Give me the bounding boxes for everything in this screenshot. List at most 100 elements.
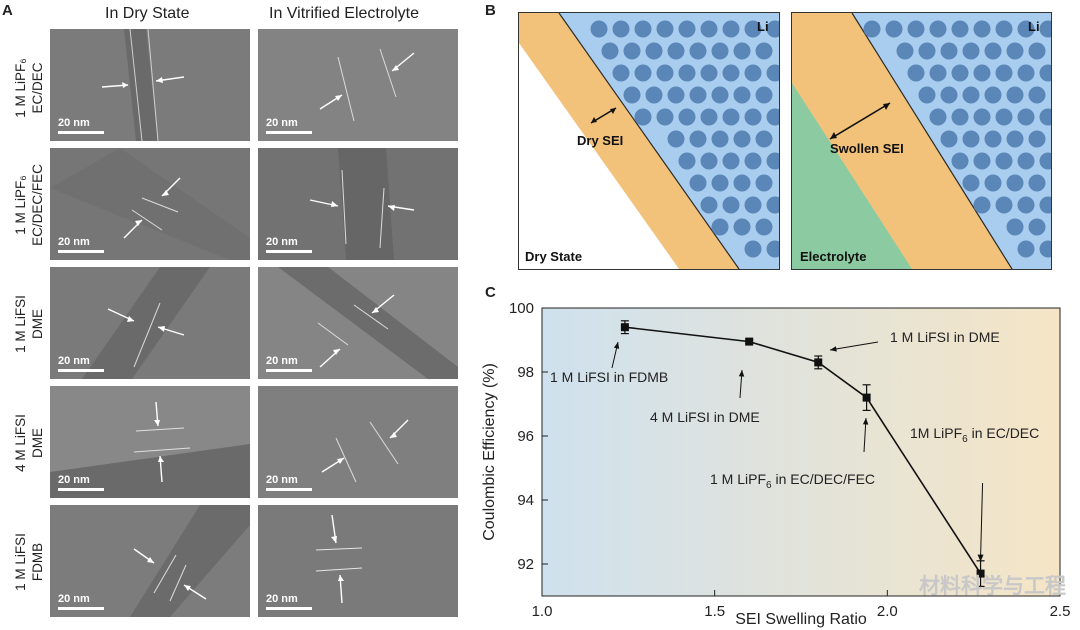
lithium-atom-dot bbox=[766, 20, 779, 38]
tem-image-4-vitrified: 20 nm bbox=[258, 386, 458, 498]
annotation-arrowhead bbox=[977, 554, 984, 562]
lithium-atom-dot bbox=[722, 152, 740, 170]
lithium-atom-dot bbox=[995, 64, 1013, 82]
lithium-atom-dot bbox=[973, 20, 991, 38]
annotation-label: 1 M LiFSI in FDMB bbox=[550, 369, 668, 385]
lithium-atom-dot bbox=[1017, 108, 1035, 126]
lithium-atom-dot bbox=[1006, 130, 1024, 148]
scale-bar-label: 20 nm bbox=[58, 355, 90, 367]
lithium-atom-dot bbox=[733, 42, 751, 60]
y-tick-label: 96 bbox=[517, 428, 534, 445]
lithium-atom-dot bbox=[1017, 64, 1035, 82]
row-label-4-line2: DME bbox=[30, 428, 45, 458]
lithium-atom-dot bbox=[700, 152, 718, 170]
annotation-label: 1M LiPF6 in EC/DEC bbox=[910, 425, 1039, 445]
lithium-atom-dot bbox=[722, 196, 740, 214]
scale-bar-label: 20 nm bbox=[266, 355, 298, 367]
lithium-atom-dot bbox=[907, 64, 925, 82]
lithium-atom-dot bbox=[744, 108, 762, 126]
electrolyte-label: Electrolyte bbox=[800, 249, 867, 264]
column-header-vitrified: In Vitrified Electrolyte bbox=[269, 5, 419, 22]
diagram-dry-state: Li Dry SEI Dry State bbox=[518, 12, 780, 270]
lithium-atom-dot bbox=[940, 130, 958, 148]
lithium-atom-dot bbox=[929, 64, 947, 82]
swollen-sei-label: Swollen SEI bbox=[830, 141, 904, 156]
data-point bbox=[814, 358, 823, 367]
panel-a-letter: A bbox=[2, 2, 13, 19]
lithium-atom-dot bbox=[711, 174, 729, 192]
lithium-atom-dot bbox=[1039, 20, 1051, 38]
x-tick-label: 2.0 bbox=[877, 603, 898, 620]
lithium-atom-dot bbox=[929, 108, 947, 126]
lithium-atom-dot bbox=[711, 42, 729, 60]
data-point bbox=[976, 569, 985, 578]
lithium-atom-dot bbox=[634, 108, 652, 126]
scale-bar bbox=[58, 131, 104, 134]
lithium-atom-dot bbox=[656, 108, 674, 126]
row-label-5: 1 M LiFSI FDMB bbox=[12, 512, 48, 612]
lithium-atom-dot bbox=[907, 20, 925, 38]
tem-image-1-dry: 20 nm bbox=[50, 29, 250, 141]
y-axis-label: Coulombic Efficiency (%) bbox=[481, 363, 498, 541]
lithium-atom-dot bbox=[766, 152, 779, 170]
row-label-2-line1: 1 M LiPF₆ bbox=[13, 175, 28, 235]
data-point bbox=[862, 393, 871, 402]
y-tick-label: 100 bbox=[509, 300, 534, 317]
scale-bar-label: 20 nm bbox=[266, 236, 298, 248]
lithium-atom-dot bbox=[918, 42, 936, 60]
lithium-atom-dot bbox=[896, 42, 914, 60]
lithium-atom-dot bbox=[678, 108, 696, 126]
lithium-atom-dot bbox=[995, 152, 1013, 170]
x-tick-label: 1.0 bbox=[532, 603, 553, 620]
lithium-atom-dot bbox=[678, 152, 696, 170]
lithium-atom-dot bbox=[744, 240, 762, 258]
scale-bar bbox=[266, 607, 312, 610]
annotation-arrowhead bbox=[738, 370, 745, 377]
scale-bar bbox=[266, 369, 312, 372]
lithium-atom-dot bbox=[962, 130, 980, 148]
lithium-atom-dot bbox=[755, 42, 773, 60]
lithium-atom-dot bbox=[645, 42, 663, 60]
tem-image-3-vitrified: 20 nm bbox=[258, 267, 458, 379]
lithium-atom-dot bbox=[1017, 240, 1035, 258]
lithium-atom-dot bbox=[984, 86, 1002, 104]
row-label-4-line1: 4 M LiFSI bbox=[13, 414, 28, 472]
lithium-atom-dot bbox=[995, 196, 1013, 214]
annotation-label: 4 M LiFSI in DME bbox=[650, 409, 760, 425]
scale-bar bbox=[58, 607, 104, 610]
scale-bar bbox=[266, 250, 312, 253]
lithium-atom-dot bbox=[612, 20, 630, 38]
annotation-arrowhead bbox=[613, 342, 620, 349]
tem-image-5-dry: 20 nm bbox=[50, 505, 250, 617]
lithium-atom-dot bbox=[940, 86, 958, 104]
lithium-atom-dot bbox=[755, 86, 773, 104]
panel-c-letter: C bbox=[485, 284, 496, 301]
lithium-atom-dot bbox=[962, 42, 980, 60]
tem-image-1-vitrified: 20 nm bbox=[258, 29, 458, 141]
lithium-atom-dot bbox=[678, 20, 696, 38]
lithium-atom-dot bbox=[667, 42, 685, 60]
scale-bar bbox=[266, 488, 312, 491]
swollen-sei-thickness-arrow bbox=[829, 102, 891, 140]
lithium-atom-dot bbox=[918, 86, 936, 104]
lithium-atom-dot bbox=[722, 64, 740, 82]
lithium-atom-dot bbox=[962, 86, 980, 104]
row-label-1-line1: 1 M LiPF₆ bbox=[13, 58, 28, 118]
lithium-atom-dot bbox=[689, 130, 707, 148]
lithium-atom-dot bbox=[689, 42, 707, 60]
lithium-atom-dot bbox=[623, 86, 641, 104]
lithium-atom-dot bbox=[973, 64, 991, 82]
diagram-electrolyte: Li Swollen SEI Electrolyte bbox=[791, 12, 1052, 270]
lithium-atom-dot bbox=[951, 152, 969, 170]
annotation-label: 1 M LiFSI in DME bbox=[890, 329, 1000, 345]
row-label-1: 1 M LiPF₆ EC/DEC bbox=[12, 38, 48, 138]
tem-image-2-vitrified: 20 nm bbox=[258, 148, 458, 260]
lithium-atom-dot bbox=[885, 20, 903, 38]
lithium-atom-dot bbox=[1039, 64, 1051, 82]
scale-bar bbox=[58, 369, 104, 372]
lithium-atom-dot bbox=[984, 42, 1002, 60]
lithium-atom-dot bbox=[744, 64, 762, 82]
dry-sei-label: Dry SEI bbox=[577, 133, 624, 148]
lithium-atom-dot bbox=[733, 218, 751, 236]
lithium-atom-dot bbox=[1028, 42, 1046, 60]
